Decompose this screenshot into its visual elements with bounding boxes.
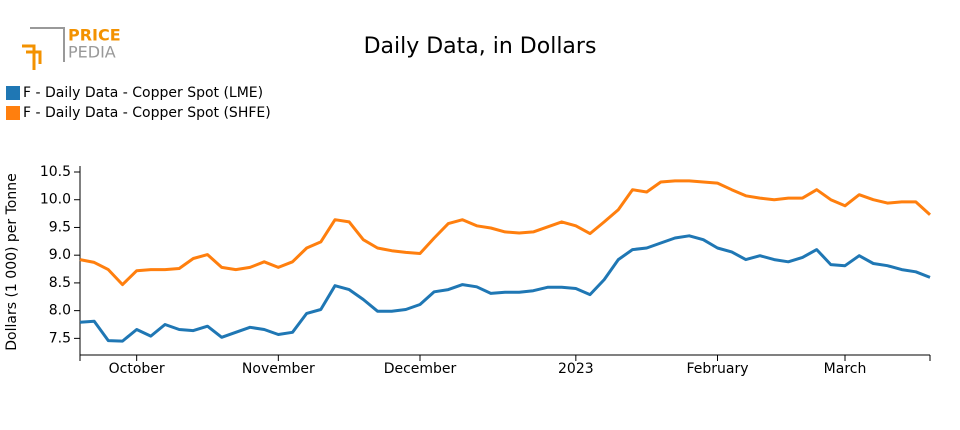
x-tick-label: October: [109, 361, 165, 377]
logo-icon: [22, 44, 42, 70]
x-tick-label: December: [384, 361, 457, 377]
y-tick-label: 9.5: [49, 219, 71, 235]
legend-swatch: [6, 106, 20, 120]
legend-swatch: [6, 86, 20, 100]
chart-title: Daily Data, in Dollars: [364, 34, 597, 59]
y-tick-label: 10.0: [40, 192, 71, 208]
y-tick-label: 9.0: [49, 247, 71, 263]
y-tick-label: 8.0: [49, 303, 71, 319]
line-series: [79, 179, 932, 287]
line-series: [79, 234, 931, 343]
y-axis-label: Dollars (1 000) per Tonne: [4, 173, 20, 350]
x-tick-label: 2023: [558, 361, 594, 377]
y-tick-label: 10.5: [40, 164, 71, 180]
x-tick-label: February: [686, 361, 748, 377]
y-tick-label: 7.5: [49, 330, 71, 346]
legend-label: F - Daily Data - Copper Spot (SHFE): [23, 105, 271, 121]
legend-label: F - Daily Data - Copper Spot (LME): [23, 85, 263, 101]
logo-text: PRICE: [68, 26, 121, 45]
x-tick-label: November: [242, 361, 315, 377]
y-tick-label: 8.5: [49, 275, 71, 291]
logo-frame: [30, 27, 65, 62]
x-tick-label: March: [824, 361, 867, 377]
logo: PRICE PEDIA: [22, 26, 121, 70]
logo-text: PEDIA: [68, 43, 116, 62]
